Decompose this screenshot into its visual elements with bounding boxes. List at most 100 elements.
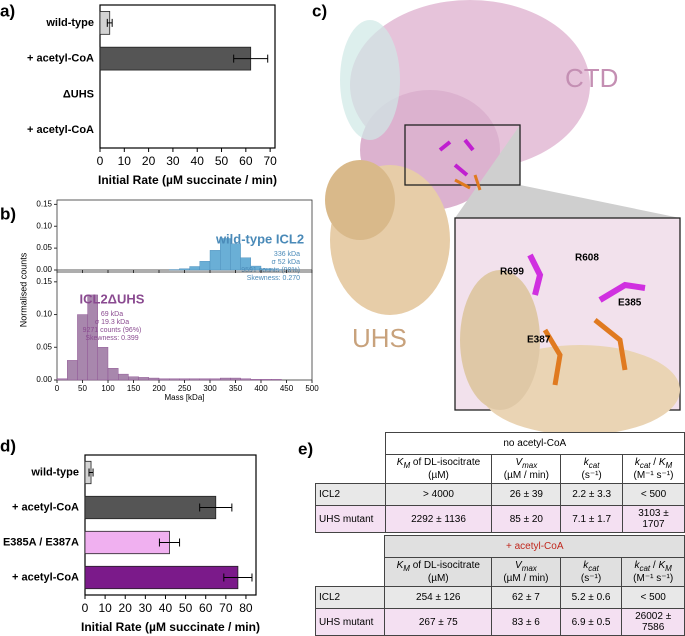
column-header: kcat / KM (M⁻¹ s⁻¹) [621,557,685,587]
y-tick-label: 0.00 [36,375,52,384]
y-tick-label: 0.10 [36,221,52,230]
x-tick-label: 100 [101,384,115,393]
error-bar [233,54,269,63]
header-subscript: M [403,461,411,470]
header-text: / [650,457,659,468]
histogram-bar [230,243,241,271]
annotation: Skewness: 0.399 [85,335,138,342]
x-axis-label: Initial Rate (µM succinate / min) [81,620,260,634]
x-tick-label: 40 [159,601,173,615]
condition-row: no acetyl-CoA [316,432,685,455]
data-row: UHS mutant 2292 ± 1136 85 ± 20 7.1 ± 1.7 310… [315,505,685,533]
histogram-bar [240,257,252,271]
header-subscript: max [521,564,537,573]
histogram-bar [240,378,252,381]
error-bar [199,503,233,512]
header-line: kcat [564,560,619,573]
header-symbol: k [583,457,589,468]
table-cell: 7.1 ± 1.7 [560,505,623,533]
histogram-bar [97,347,109,381]
table-cell: 26 ± 39 [491,483,562,506]
column-header: kcat (s⁻¹) [560,454,623,484]
error-bar [223,573,253,582]
panel-label: b) [0,204,16,223]
header-line: kcat / KM [626,457,681,470]
x-axis-label: Initial Rate (µM succinate / min) [98,173,277,187]
x-tick-label: 500 [305,384,319,393]
histogram-bar [128,376,139,381]
data-row: UHS mutant 267 ± 75 83 ± 6 6.9 ± 0.5 26002 ±… [314,608,685,636]
x-tick-label: 20 [142,154,156,168]
header-unit: (µM / min) [503,573,549,584]
histogram-bar [117,373,129,381]
category-label: + acetyl-CoA [12,571,79,583]
residue-label: R608 [575,253,599,264]
histogram-bar [209,250,221,271]
histogram-bar [250,379,262,381]
annotation: 336 kDa [274,251,300,258]
header-symbol: V [515,457,523,468]
column-header: kcat / KM (M⁻¹ s⁻¹) [621,454,685,484]
blank-cell [316,455,386,484]
panel-label: c) [312,1,327,20]
header-symbol: K [396,457,404,468]
kinetics-table: no acetyl-CoA KM of DL-isocitrate (µM) Vmax… [315,432,685,533]
kinetics-table: + acetyl-CoA KM of DL-isocitrate (µM) Vmax(… [314,535,685,636]
x-tick-label: 30 [166,154,180,168]
domain-label: CTD [565,63,618,93]
residue-label: R699 [500,267,524,278]
column-header-row: KM of DL-isocitrate (µM) Vmax (µM / min) kca… [316,454,685,484]
table-cell: ICL2 [314,586,386,609]
header-subscript2: M [665,461,673,470]
category-label: E385A / E387A [3,536,79,548]
bar [84,530,170,555]
histogram-bar [199,378,211,381]
header-subscript: cat [588,564,599,573]
error-bar [106,18,113,27]
x-tick-label: 300 [203,384,217,393]
header-unit: (µM) [427,573,449,584]
table-cell: > 4000 [384,483,493,506]
category-label: ΔUHS [63,88,94,100]
histogram-bar [271,379,282,381]
bar [84,495,217,520]
annotation: σ 19.3 kDa [95,319,129,326]
header-line: Vmax [495,560,557,573]
panel-label: d) [0,436,16,455]
histogram-bar [56,378,68,381]
header-line: kcat / KM [625,560,681,573]
histogram-bar [199,261,211,271]
header-symbol: k [583,560,589,571]
header-text: of DL-isocitrate [409,560,480,571]
column-header: KM of DL-isocitrate (µM) [384,557,493,587]
table-cell: < 500 [621,586,685,609]
x-tick-label: 200 [152,384,166,393]
x-tick-label: 400 [254,384,268,393]
histogram-bar [107,368,119,381]
bar [99,46,252,71]
header-symbol2: K [658,457,666,468]
histogram-bar [168,378,180,381]
header-subscript: cat [639,564,651,573]
x-tick-label: 10 [118,154,132,168]
x-axis-label: Mass [kDa] [164,393,204,402]
data-row: ICL2 254 ± 126 62 ± 7 5.2 ± 0.6 < 500 [314,586,685,609]
header-symbol: K [396,560,404,571]
y-tick-label: 0.05 [36,342,52,351]
x-tick-label: 80 [239,601,253,615]
table-cell: 85 ± 20 [491,505,562,533]
x-tick-label: 30 [139,601,153,615]
header-subscript2: M [665,564,672,573]
header-unit: (µM / min) [503,470,549,481]
x-tick-label: 10 [98,601,112,615]
header-unit: (s⁻¹) [581,470,602,481]
x-tick-label: 50 [179,601,193,615]
column-header: kcat (s⁻¹) [559,557,623,587]
x-tick-label: 0 [97,154,104,168]
condition-row: + acetyl-CoA [316,535,685,558]
series-label: ICL2ΔUHS [80,291,145,306]
histogram-bar [77,314,88,381]
domain-label: UHS [352,323,407,353]
header-line: KM of DL-isocitrate [388,560,488,573]
